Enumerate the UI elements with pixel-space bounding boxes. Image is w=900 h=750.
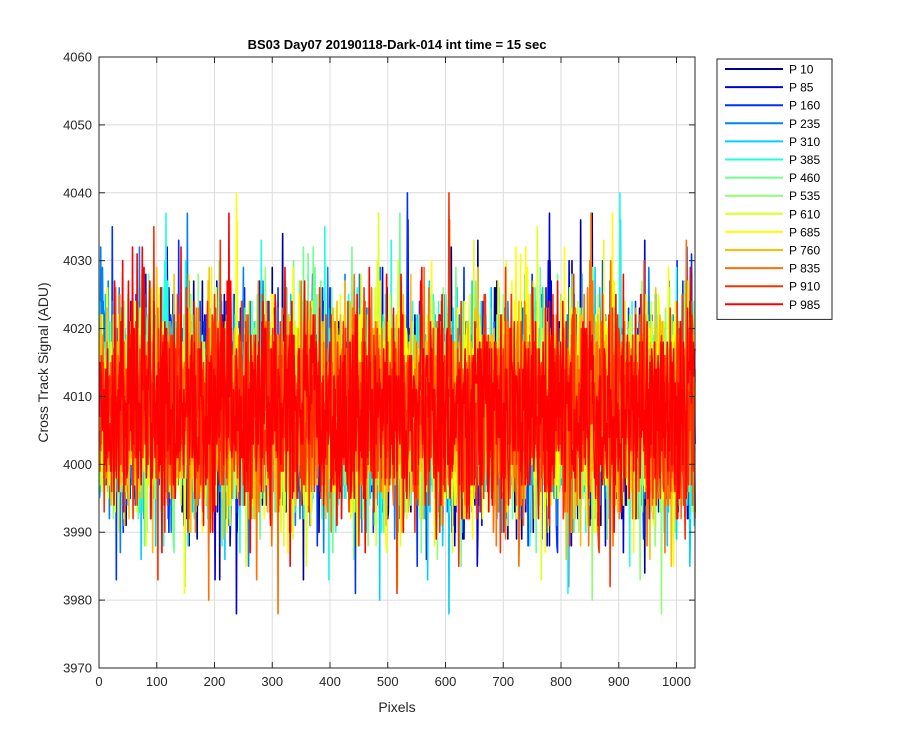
series-lines: [98, 191, 696, 615]
legend-label: P 910: [789, 280, 820, 294]
legend-label: P 160: [789, 99, 820, 113]
y-tick-label: 4010: [63, 389, 92, 404]
y-tick-label: 4040: [63, 185, 92, 200]
chart-title: BS03 Day07 20190118-Dark-014 int time = …: [248, 37, 547, 52]
x-tick-label: 1000: [662, 674, 691, 689]
x-tick-label: 0: [95, 674, 102, 689]
legend-label: P 610: [789, 207, 820, 221]
y-tick-label: 3980: [63, 593, 92, 608]
legend-label: P 235: [789, 117, 820, 131]
y-tick-label: 4000: [63, 457, 92, 472]
x-tick-label: 200: [204, 674, 226, 689]
legend-label: P 985: [789, 298, 820, 312]
x-axis-label: Pixels: [378, 699, 415, 715]
plot-area: [98, 56, 696, 669]
x-tick-label: 500: [377, 674, 399, 689]
legend: P 10 P 85 P 160 P 235 P 310 P 385 P 460 P 535 P …: [716, 58, 833, 320]
legend-box: [716, 58, 833, 320]
y-tick-label: 4020: [63, 321, 92, 336]
x-tick-label: 300: [261, 674, 283, 689]
x-tick-label: 400: [319, 674, 341, 689]
legend-label: P 835: [789, 262, 820, 276]
legend-label: P 385: [789, 153, 820, 167]
legend-label: P 10: [789, 63, 814, 77]
y-tick-label: 4050: [63, 117, 92, 132]
x-tick-label: 600: [435, 674, 457, 689]
axes-box: [98, 56, 696, 669]
legend-label: P 760: [789, 244, 820, 258]
legend-items: P 10 P 85 P 160 P 235 P 310 P 385 P 460 P 535 P …: [725, 63, 820, 312]
y-tick-label: 3990: [63, 525, 92, 540]
legend-label: P 460: [789, 171, 820, 185]
y-tick-label: 4030: [63, 253, 92, 268]
x-tick-label: 100: [146, 674, 168, 689]
legend-label: P 85: [789, 81, 814, 95]
ticks: 0 100 200 300 400 500 600 700 800 900 1000 3970 3980…: [63, 50, 695, 689]
legend-label: P 685: [789, 225, 820, 239]
x-tick-label: 900: [608, 674, 630, 689]
legend-label: P 310: [789, 135, 820, 149]
x-tick-label: 800: [550, 674, 572, 689]
y-tick-label: 3970: [63, 661, 92, 676]
y-tick-label: 4060: [63, 50, 92, 65]
y-axis-label: Cross Track Signal (ADU): [35, 282, 51, 442]
legend-label: P 535: [789, 189, 820, 203]
x-tick-label: 700: [492, 674, 514, 689]
series-line-p-985: [98, 212, 696, 567]
